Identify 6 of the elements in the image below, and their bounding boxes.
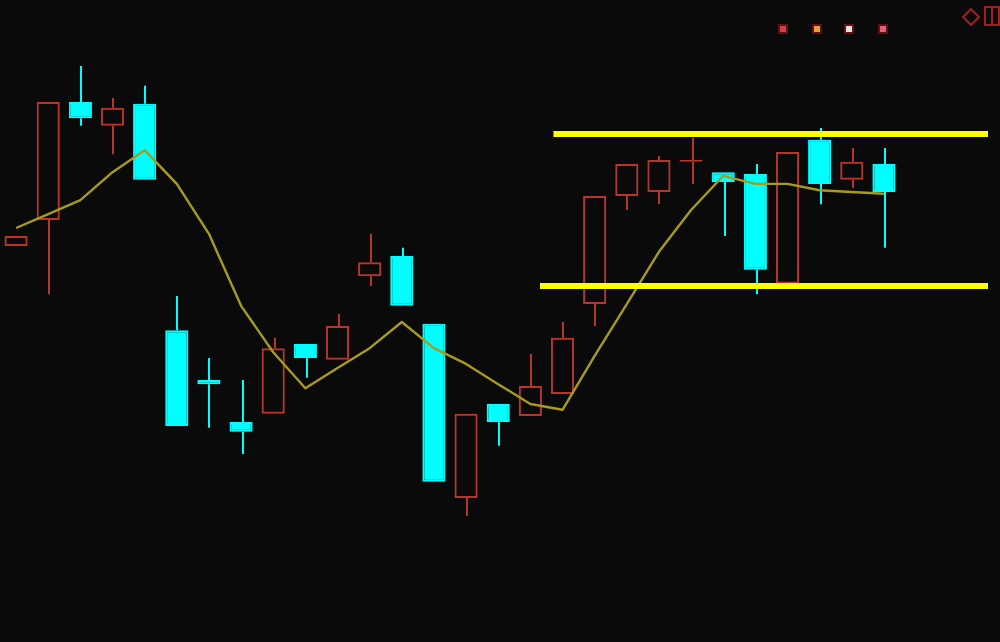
candlestick xyxy=(165,294,189,426)
candlestick xyxy=(743,163,767,296)
candlestick xyxy=(808,127,832,206)
candlestick xyxy=(229,379,253,455)
candlestick xyxy=(390,246,414,306)
candlestick xyxy=(133,84,157,180)
